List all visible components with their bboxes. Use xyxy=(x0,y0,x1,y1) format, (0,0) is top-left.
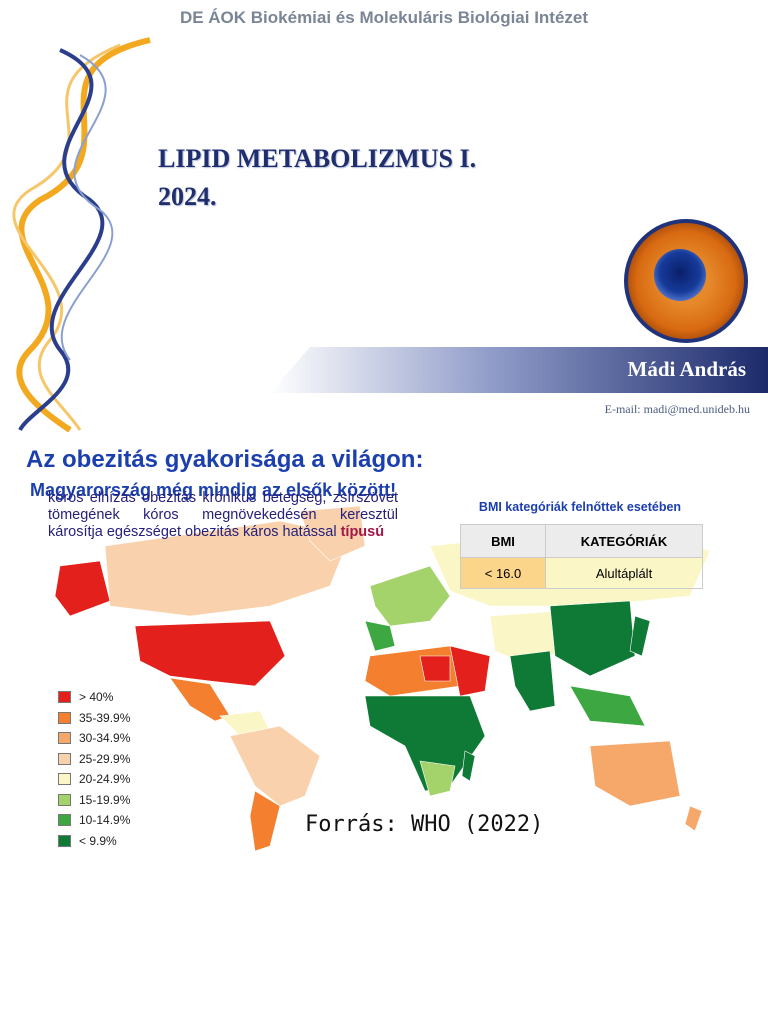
alaska-region xyxy=(54,560,111,617)
obesity-slide: Az obezitás gyakorisága a világon: Magya… xyxy=(0,432,768,1024)
body-text-main: kórós elhízás obezitás krónikus betegség… xyxy=(48,490,398,540)
lecture-title: LIPID METABOLIZMUS I. 2024. xyxy=(158,140,476,216)
bmi-column-header: BMI xyxy=(460,524,546,558)
legend-item: 25-29.9% xyxy=(58,751,130,767)
usa-region xyxy=(134,620,286,687)
body-paragraph: kórós elhízás obezitás krónikus betegség… xyxy=(48,490,398,541)
bmi-table: BMI KATEGÓRIÁK < 16.0 Alultáplált xyxy=(460,524,703,589)
legend-swatch xyxy=(58,834,71,847)
slide-subtitle: Magyarország még mindig az elsők között! xyxy=(30,480,397,500)
legend-item: 15-19.9% xyxy=(58,792,130,808)
greenland-region xyxy=(299,506,366,562)
madagascar-region xyxy=(461,750,476,782)
category-column-header: KATEGÓRIÁK xyxy=(545,524,703,558)
body-text-highlight: típusú xyxy=(340,524,385,540)
legend-item: 30-34.9% xyxy=(58,730,130,746)
australia-region xyxy=(589,740,681,807)
india-region xyxy=(509,650,556,712)
category-cell: Alultáplált xyxy=(545,557,703,589)
author-email: E-mail: madi@med.unideb.hu xyxy=(604,402,750,416)
legend-swatch xyxy=(58,773,71,785)
legend-swatch xyxy=(58,691,71,703)
legend-label: 15-19.9% xyxy=(79,792,131,807)
legend-item: 35-39.9% xyxy=(58,710,130,726)
legend-label: 35-39.9% xyxy=(79,710,131,725)
japan-region xyxy=(629,615,651,657)
southeast-asia-region xyxy=(569,685,646,727)
bmi-table-header: BMI KATEGÓRIÁK xyxy=(460,524,703,558)
south-africa-region xyxy=(419,760,456,797)
legend-swatch xyxy=(58,752,71,765)
legend-label: > 40% xyxy=(79,690,114,704)
legend-label: 10-14.9% xyxy=(79,813,131,827)
author-bar xyxy=(270,347,768,393)
mexico-region xyxy=(169,677,231,722)
author-name: Mádi András xyxy=(627,357,746,381)
iberia-region xyxy=(364,620,396,652)
slide-title: Az obezitás gyakorisága a világon: xyxy=(26,446,424,473)
new-zealand-region xyxy=(684,805,703,832)
canada-region xyxy=(104,520,351,617)
legend-label: < 9.9% xyxy=(79,833,117,848)
legend-swatch xyxy=(58,814,71,826)
legend-item: < 9.9% xyxy=(58,833,117,849)
institute-name: DE ÁOK Biokémiai és Molekuláris Biológia… xyxy=(179,8,589,27)
source-citation: Forrás: WHO (2022) xyxy=(305,812,544,837)
legend-item: 10-14.9% xyxy=(58,812,130,828)
legend-item: > 40% xyxy=(58,689,113,705)
title-line-2: 2024. xyxy=(158,182,217,211)
title-slide: DE ÁOK Biokémiai és Molekuláris Biológia… xyxy=(0,0,768,432)
legend-swatch xyxy=(58,732,71,744)
arabia-region xyxy=(449,645,491,697)
table-row: < 16.0 Alultáplált xyxy=(460,557,703,589)
china-region xyxy=(549,600,636,677)
legend-label: 20-24.9% xyxy=(79,772,131,786)
bmi-value-cell: < 16.0 xyxy=(460,557,546,589)
cell-illustration xyxy=(624,219,748,343)
argentina-region xyxy=(249,790,281,852)
brazil-region xyxy=(229,725,321,807)
legend-label: 25-29.9% xyxy=(79,751,131,766)
legend-label: 30-34.9% xyxy=(79,731,131,745)
title-line-1: LIPID METABOLIZMUS I. xyxy=(158,144,477,173)
europe-region xyxy=(369,565,451,627)
legend-swatch xyxy=(58,793,71,806)
legend-item: 20-24.9% xyxy=(58,771,130,787)
egypt-libya-region xyxy=(419,655,451,682)
legend-swatch xyxy=(58,711,71,724)
dna-helix-decoration xyxy=(12,37,151,432)
bmi-table-caption: BMI kategóriák felnőttek esetében xyxy=(478,500,682,514)
